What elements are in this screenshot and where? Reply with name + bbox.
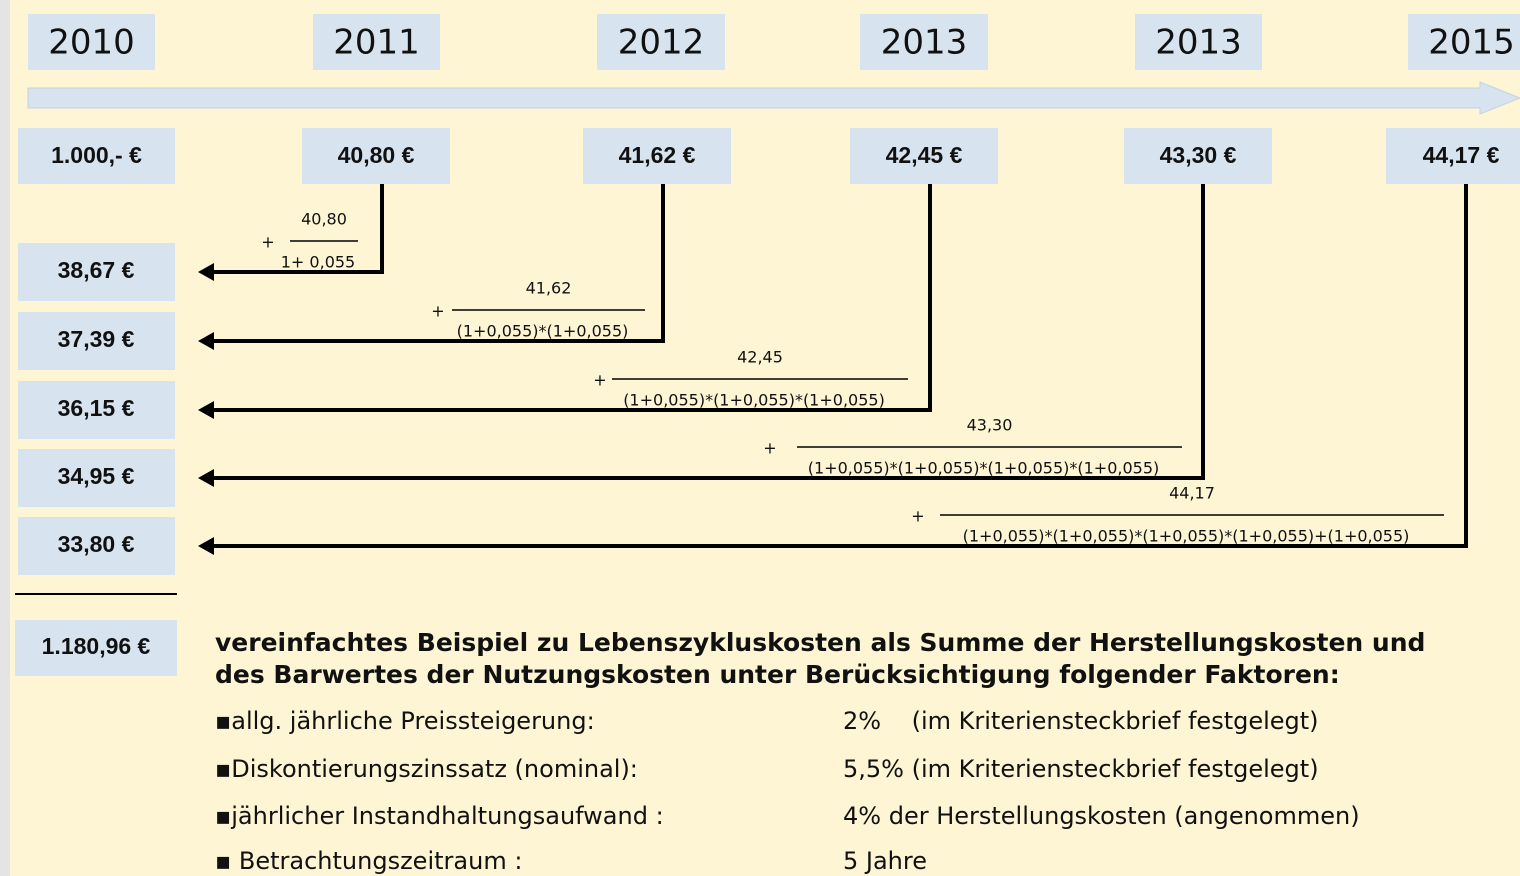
- pv-box: [18, 517, 175, 575]
- cost-label: 43,30 €: [1160, 142, 1237, 168]
- factor-label: ▪jährlicher Instandhaltungsaufwand :: [215, 802, 664, 830]
- plus-sign: +: [431, 302, 444, 321]
- discount-arrow: [212, 184, 932, 412]
- arrow-head: [198, 263, 214, 281]
- pv-label: 36,15 €: [58, 395, 135, 421]
- timeline-arrow: [27, 81, 1520, 115]
- cost-box: [1386, 128, 1520, 184]
- cost-label: 44,17 €: [1423, 142, 1500, 168]
- arrow-head: [198, 469, 214, 487]
- arrow-head: [198, 537, 214, 555]
- year-box: [597, 14, 725, 70]
- year-label: 2010: [48, 23, 135, 63]
- pv-label: 37,39 €: [58, 326, 135, 352]
- denominator: 1+ 0,055: [281, 253, 355, 272]
- plus-sign: +: [593, 371, 606, 390]
- cost-box: [850, 128, 998, 184]
- numerator: 43,30: [967, 416, 1013, 435]
- cost-box: [1124, 128, 1272, 184]
- pv-label: 34,95 €: [58, 463, 135, 489]
- discount-arrow: [212, 184, 1468, 548]
- cost-label: 1.000,- €: [51, 142, 142, 168]
- plus-sign: +: [763, 439, 776, 458]
- discount-arrow: [212, 184, 665, 343]
- heading-line: des Barwertes der Nutzungskosten unter B…: [215, 660, 1340, 689]
- pv-box: [18, 243, 175, 301]
- discount-arrow: [212, 184, 1205, 480]
- cost-box: [583, 128, 731, 184]
- year-box: [860, 14, 988, 70]
- discount-arrow: [212, 184, 384, 274]
- pv-box: [18, 381, 175, 439]
- cost-box: [302, 128, 450, 184]
- factor-value: 4% der Herstellungskosten (angenommen): [843, 802, 1360, 830]
- factor-value: 5 Jahre: [843, 847, 927, 875]
- cost-label: 40,80 €: [338, 142, 415, 168]
- arrow-head: [198, 401, 214, 419]
- pv-box: [18, 312, 175, 370]
- year-label: 2015: [1428, 23, 1515, 63]
- year-box: [1135, 14, 1262, 70]
- year-box: [1408, 14, 1520, 70]
- plus-sign: +: [911, 507, 924, 526]
- pv-label: 33,80 €: [58, 531, 135, 557]
- year-label: 2013: [1155, 23, 1242, 63]
- denominator: (1+0,055)*(1+0,055): [457, 322, 629, 341]
- numerator: 42,45: [737, 348, 783, 367]
- pv-box: [18, 449, 175, 507]
- denominator: (1+0,055)*(1+0,055)*(1+0,055)*(1+0,055)+…: [963, 527, 1410, 546]
- year-label: 2013: [881, 23, 968, 63]
- factor-value: 2% (im Kriteriensteckbrief festgelegt): [843, 707, 1319, 735]
- heading-line: vereinfachtes Beispiel zu Lebenszyklusko…: [215, 628, 1425, 657]
- arrow-head: [198, 332, 214, 350]
- denominator: (1+0,055)*(1+0,055)*(1+0,055): [623, 391, 885, 410]
- numerator: 40,80: [301, 210, 347, 229]
- factor-label: ▪allg. jährliche Preissteigerung:: [215, 707, 595, 735]
- numerator: 44,17: [1169, 484, 1215, 503]
- total-box: [15, 620, 177, 676]
- cost-label: 41,62 €: [619, 142, 696, 168]
- cost-label: 42,45 €: [886, 142, 963, 168]
- cost-box: [18, 128, 175, 184]
- total-label: 1.180,96 €: [42, 633, 151, 659]
- year-box: [313, 14, 440, 70]
- factor-label: ▪ Betrachtungszeitraum :: [215, 847, 522, 875]
- factor-value: 5,5% (im Kriteriensteckbrief festgelegt): [843, 755, 1319, 783]
- denominator: (1+0,055)*(1+0,055)*(1+0,055)*(1+0,055): [808, 459, 1160, 478]
- numerator: 41,62: [526, 279, 572, 298]
- plus-sign: +: [261, 233, 274, 252]
- year-box: [28, 14, 155, 70]
- pv-label: 38,67 €: [58, 257, 135, 283]
- factor-label: ▪Diskontierungszinssatz (nominal):: [215, 755, 638, 783]
- year-label: 2011: [333, 23, 420, 63]
- left-border: [0, 0, 10, 876]
- year-label: 2012: [618, 23, 705, 63]
